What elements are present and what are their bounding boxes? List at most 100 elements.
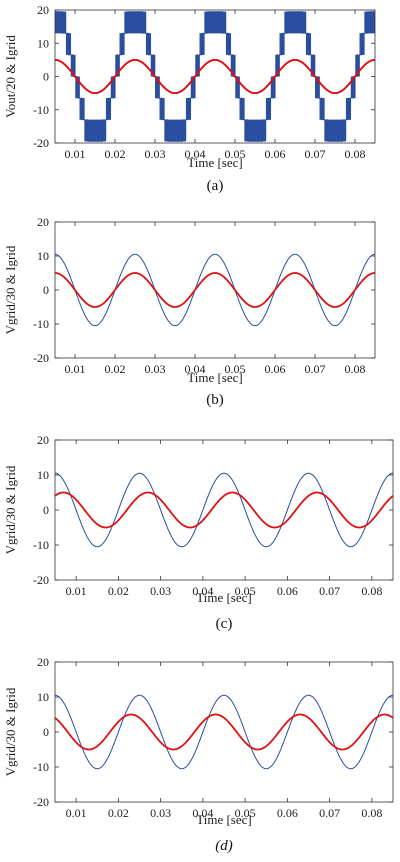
pwm-block xyxy=(154,54,156,77)
x-tick-label: 0.07 xyxy=(305,362,326,376)
panel-caption: (c) xyxy=(216,616,233,632)
pwm-block xyxy=(359,54,360,77)
x-tick-label: 0.08 xyxy=(345,362,366,376)
series-line-0 xyxy=(55,472,393,548)
x-axis-label: Time [sec] xyxy=(196,590,252,605)
pwm-block xyxy=(70,33,72,55)
pwm-block xyxy=(145,11,147,34)
x-axis-label: Time [sec] xyxy=(187,370,243,385)
chart-panel-2: 0.01 0.02 0.03 0.04 0.05 0.06 0.07 0.08 -20 -10 0 1… xyxy=(3,433,394,632)
x-tick-label: 0.06 xyxy=(277,584,298,598)
x-tick-label: 0.08 xyxy=(361,806,382,820)
pwm-block xyxy=(324,98,325,120)
pwm-block xyxy=(75,54,76,77)
x-tick-label: 0.07 xyxy=(319,806,340,820)
panel-caption: (d) xyxy=(215,838,233,854)
x-tick-label: 0.02 xyxy=(108,806,129,820)
pwm-block xyxy=(105,119,107,142)
y-tick-label: 10 xyxy=(37,249,49,263)
x-tick-label: 0.06 xyxy=(277,806,298,820)
x-tick-label: 0.08 xyxy=(345,147,366,161)
panel-caption: (a) xyxy=(207,178,224,194)
y-tick-label: 20 xyxy=(37,433,49,447)
pwm-block xyxy=(110,98,112,120)
y-tick-label: -10 xyxy=(33,538,49,552)
y-tick-label: 10 xyxy=(37,690,49,704)
chart-panel-1: 0.01 0.02 0.03 0.04 0.05 0.06 0.07 0.08 -20 -10 0 1… xyxy=(3,215,376,408)
y-tick-label: 20 xyxy=(37,655,49,669)
x-tick-label: 0.04 xyxy=(192,806,213,820)
y-tick-label: -20 xyxy=(33,136,49,150)
plot-frame xyxy=(54,221,376,359)
panel-caption: (b) xyxy=(206,392,224,408)
pwm-block xyxy=(84,98,85,120)
plot-frame xyxy=(54,439,394,581)
pwm-block xyxy=(314,54,316,77)
pwm-block xyxy=(119,54,120,77)
x-tick-label: 0.07 xyxy=(305,147,326,161)
x-tick-label: 0.03 xyxy=(150,806,171,820)
pwm-block xyxy=(345,119,347,142)
series-line-0 xyxy=(55,253,375,327)
pwm-block xyxy=(239,76,240,99)
y-tick-label: 10 xyxy=(37,468,49,482)
pwm-block xyxy=(225,11,227,34)
y-axis-label: Vgrid/30 & Igrid xyxy=(3,687,18,776)
y-tick-label: -10 xyxy=(33,103,49,117)
x-tick-label: 0.03 xyxy=(150,584,171,598)
y-tick-label: 0 xyxy=(43,283,49,297)
x-tick-label: 0.05 xyxy=(225,362,246,376)
series-line-1 xyxy=(55,713,393,751)
pwm-block xyxy=(265,119,267,142)
current-line xyxy=(55,58,375,95)
chart-panel-0: 0.01 0.02 0.03 0.04 0.05 0.06 0.07 0.08 -20 -10 0 1… xyxy=(3,3,376,194)
pwm-block xyxy=(310,33,312,55)
y-tick-label: 20 xyxy=(37,215,49,229)
pwm-block xyxy=(115,76,116,99)
x-tick-label: 0.01 xyxy=(65,147,86,161)
y-tick-label: -20 xyxy=(33,795,49,809)
pwm-block xyxy=(244,98,245,120)
series-line-1 xyxy=(55,272,375,308)
x-tick-label: 0.06 xyxy=(265,362,286,376)
x-tick-label: 0.02 xyxy=(105,147,126,161)
y-tick-label: 10 xyxy=(37,36,49,50)
pwm-block xyxy=(199,54,200,77)
x-tick-label: 0.01 xyxy=(66,806,87,820)
y-tick-label: 20 xyxy=(37,3,49,17)
x-tick-label: 0.04 xyxy=(185,362,206,376)
pwm-block xyxy=(284,33,285,55)
x-tick-label: 0.05 xyxy=(225,147,246,161)
y-axis-label: Vout/20 & Igrid xyxy=(3,35,18,118)
y-tick-label: 0 xyxy=(43,70,49,84)
x-tick-label: 0.04 xyxy=(185,147,206,161)
pwm-block xyxy=(364,33,365,55)
pwm-block xyxy=(319,76,320,99)
pwm-block xyxy=(204,33,205,55)
pwm-block xyxy=(164,98,165,120)
series-line-0 xyxy=(55,694,393,770)
x-tick-label: 0.07 xyxy=(319,584,340,598)
chart-panel-3: 0.01 0.02 0.03 0.04 0.05 0.06 0.07 0.08 -20 -10 0 1… xyxy=(3,655,394,854)
pwm-block xyxy=(159,76,160,99)
x-tick-label: 0.01 xyxy=(65,362,86,376)
x-axis-label: Time [sec] xyxy=(187,155,243,170)
pwm-block xyxy=(270,98,272,120)
pwm-block xyxy=(185,119,187,142)
x-tick-label: 0.04 xyxy=(192,584,213,598)
x-tick-label: 0.03 xyxy=(145,147,166,161)
pwm-block xyxy=(195,76,196,99)
y-tick-label: -20 xyxy=(33,573,49,587)
y-axis-label: Vgrid/30 & Igrid xyxy=(3,245,18,334)
x-tick-label: 0.06 xyxy=(265,147,286,161)
y-tick-label: -10 xyxy=(33,760,49,774)
pwm-block xyxy=(235,54,236,77)
pwm-block xyxy=(124,33,125,55)
pwm-block xyxy=(305,11,307,34)
pwm-block xyxy=(279,54,280,77)
x-tick-label: 0.02 xyxy=(105,362,126,376)
series-line-1 xyxy=(55,58,375,95)
x-tick-label: 0.05 xyxy=(235,806,256,820)
pwm-block xyxy=(79,76,80,99)
